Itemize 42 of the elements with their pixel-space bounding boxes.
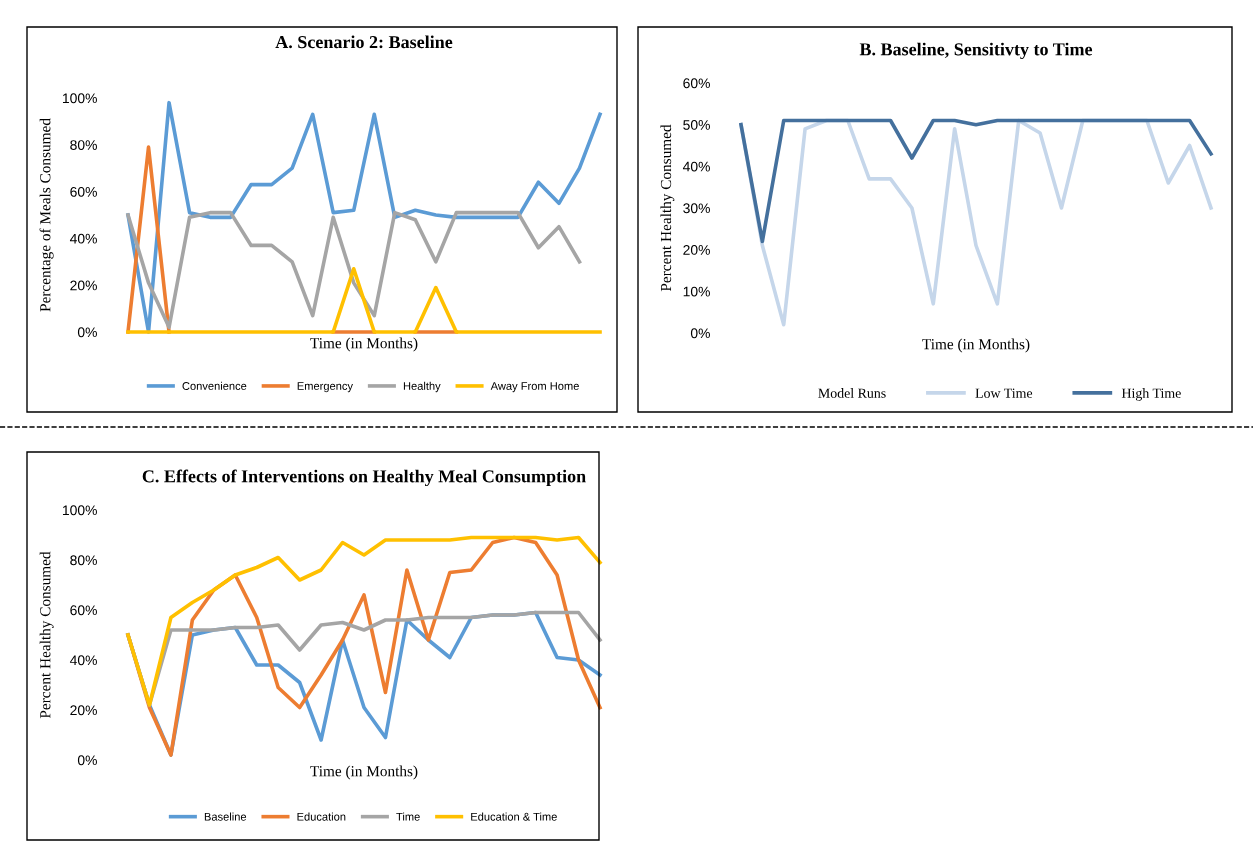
x-axis-title: Time (in Months) — [310, 337, 418, 352]
y-tick-label: 20% — [70, 705, 97, 716]
y-tick-label: 0% — [690, 328, 710, 339]
y-axis-title: Percent Healthy Consumed — [660, 124, 675, 292]
legend-label: Baseline — [204, 812, 247, 821]
y-tick-label: 60% — [683, 78, 710, 89]
y-axis-title: Percentage of Meals Consumed — [39, 118, 54, 312]
y-tick-label: 50% — [683, 120, 710, 130]
x-axis-title: Time (in Months) — [310, 765, 418, 780]
legend-label: Education & Time — [471, 812, 557, 821]
y-tick-label: 0% — [77, 327, 97, 338]
legend-label: High Time — [1121, 388, 1181, 401]
legend-label: Emergency — [297, 382, 353, 393]
legend-label: Low Time — [975, 388, 1033, 398]
line-series — [126, 210, 582, 330]
chart-title: B. Baseline, Sensitivty to Time — [859, 42, 1093, 60]
y-tick-label: 20% — [683, 245, 710, 255]
y-tick-label: 40% — [682, 161, 710, 172]
y-tick-label: 10% — [683, 286, 710, 297]
chart-title: C. Effects of Interventions on Healthy Meal Consumption — [142, 469, 586, 487]
legend-title: Model Runs — [818, 388, 886, 398]
legend-label: Time — [396, 812, 420, 821]
y-tick-label: 100% — [62, 505, 97, 516]
legend-label: Healthy — [403, 381, 441, 393]
y-tick-label: 40% — [69, 233, 97, 244]
y-tick-label: 0% — [77, 755, 97, 766]
chart-title: A. Scenario 2: Baseline — [275, 35, 453, 49]
y-tick-label: 60% — [70, 605, 97, 616]
y-tick-label: 30% — [683, 203, 710, 214]
line-series — [739, 118, 1213, 244]
y-tick-label: 80% — [70, 140, 97, 150]
legend-label: Education — [297, 812, 346, 821]
y-tick-label: 40% — [69, 655, 97, 666]
y-tick-label: 100% — [62, 93, 97, 104]
legend-label: Away From Home — [490, 382, 579, 393]
y-tick-label: 20% — [70, 280, 97, 291]
x-axis-title: Time (in Months) — [922, 338, 1030, 353]
y-tick-label: 60% — [70, 186, 97, 197]
y-axis-title: Percent Healthy Consumed — [39, 551, 54, 719]
line-series — [126, 535, 602, 707]
y-tick-label: 80% — [70, 555, 97, 566]
legend-label: Convenience — [182, 381, 247, 390]
